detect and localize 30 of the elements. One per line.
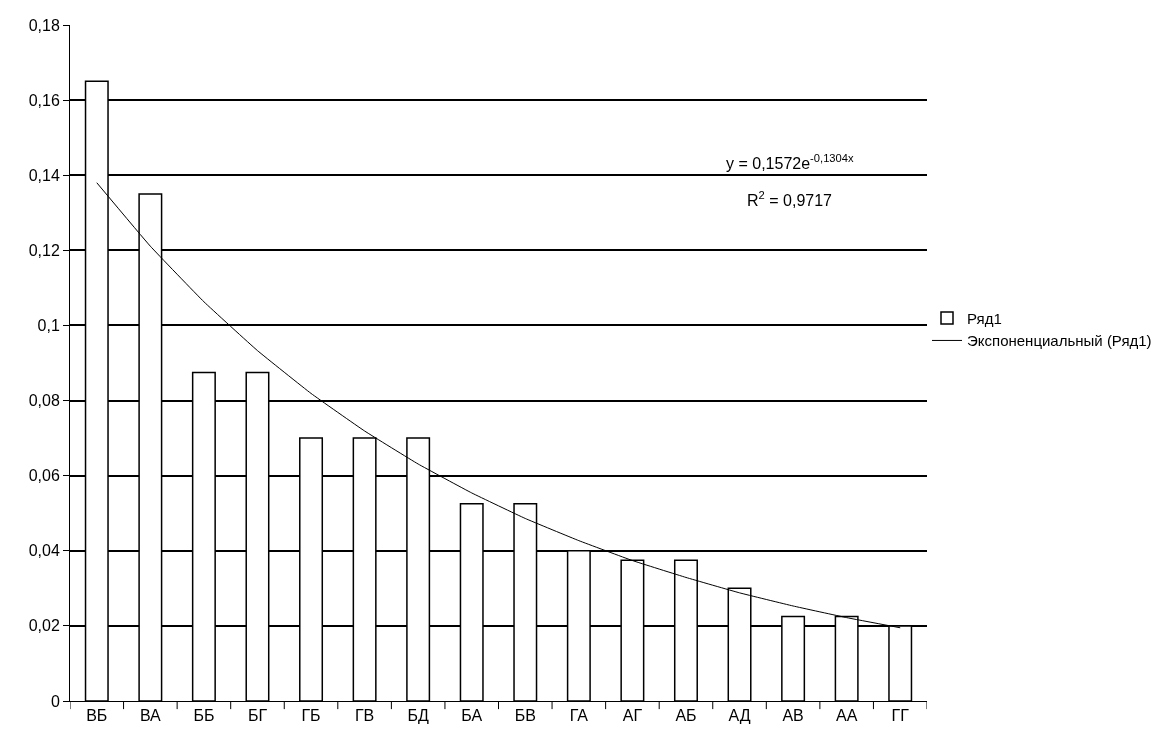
y-tick-label: 0,02 bbox=[28, 617, 60, 635]
x-tick-label: БГ bbox=[247, 707, 268, 725]
legend-label: Экспоненциальный (Ряд1) bbox=[967, 332, 1152, 350]
x-tick-label: ГГ bbox=[891, 707, 910, 725]
x-tick-label: АА bbox=[835, 707, 858, 725]
x-tick-label: ГБ bbox=[301, 707, 321, 725]
x-tick-label: ББ bbox=[193, 707, 215, 725]
legend-label: Ряд1 bbox=[967, 309, 1002, 327]
y-tick-label: 0 bbox=[50, 692, 60, 710]
x-tick-label: АД bbox=[728, 707, 751, 725]
y-tick-label: 0,12 bbox=[28, 241, 60, 259]
annotation: y = 0,1572e$^{-0,1304x}$ bbox=[726, 152, 855, 172]
y-tick-label: 0,16 bbox=[28, 91, 60, 109]
y-tick-label: 0,06 bbox=[28, 467, 60, 485]
annotation: R$^{2}$ = 0,9717 bbox=[747, 189, 833, 209]
x-tick-label: ВБ bbox=[86, 707, 108, 725]
y-tick-label: 0,08 bbox=[28, 392, 60, 410]
x-tick-label: ГА bbox=[569, 707, 589, 725]
x-tick-label: АБ bbox=[675, 707, 697, 725]
y-tick-label: 0,14 bbox=[28, 166, 60, 184]
x-tick-label: АВ bbox=[782, 707, 804, 725]
x-tick-label: ВА bbox=[139, 707, 162, 725]
y-tick-label: 0,04 bbox=[28, 542, 60, 560]
y-tick-label: 0,18 bbox=[28, 16, 60, 34]
x-tick-label: БД bbox=[407, 707, 429, 725]
x-tick-label: АГ bbox=[622, 707, 643, 725]
x-tick-label: ГВ bbox=[354, 707, 375, 725]
x-tick-label: БА bbox=[461, 707, 483, 725]
y-tick-label: 0,1 bbox=[37, 317, 60, 335]
x-tick-label: БВ bbox=[514, 707, 536, 725]
